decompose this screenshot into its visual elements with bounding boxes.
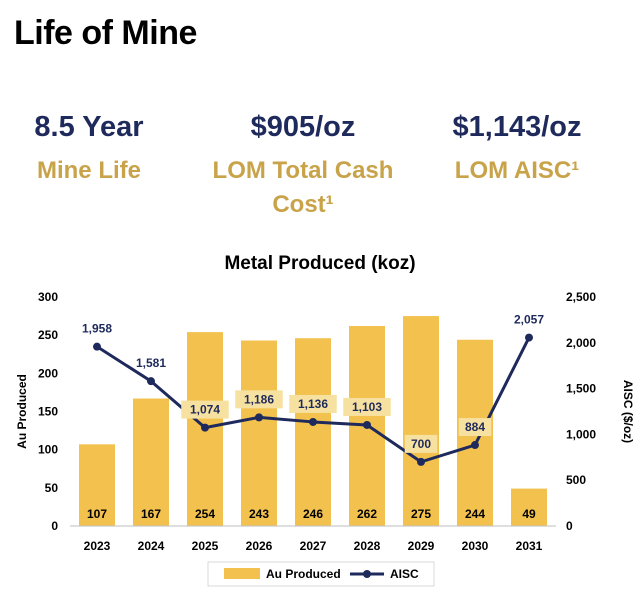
x-tick-label: 2026 xyxy=(246,539,273,553)
bar-value-label: 107 xyxy=(87,507,107,521)
y-right-tick-label: 1,500 xyxy=(566,382,596,396)
x-tick-label: 2025 xyxy=(192,539,219,553)
line-marker-aisc xyxy=(363,420,371,429)
x-tick-label: 2028 xyxy=(354,539,381,553)
kpi-value: 8.5 Year xyxy=(34,111,144,143)
x-tick-label: 2031 xyxy=(516,539,543,553)
line-label-bg xyxy=(289,394,337,413)
legend-marker-aisc xyxy=(363,570,371,578)
kpi-value: $1,143/oz xyxy=(452,111,582,143)
y-right-tick-label: 500 xyxy=(566,473,586,487)
bar-value-label: 275 xyxy=(411,507,431,521)
kpi-label: LOM Total Cash Cost¹ xyxy=(198,154,408,222)
line-value-label: 884 xyxy=(465,420,485,434)
y-left-tick-label: 100 xyxy=(38,443,58,457)
line-value-label: 1,103 xyxy=(352,400,382,414)
line-marker-aisc xyxy=(201,423,209,432)
bar-value-label: 243 xyxy=(249,507,269,521)
bar-value-label: 49 xyxy=(522,507,536,521)
bar-au-produced xyxy=(133,398,169,526)
kpi-label-line1: LOM Total Cash xyxy=(212,157,394,184)
line-label-bg xyxy=(404,434,438,453)
y-left-tick-label: 50 xyxy=(45,481,59,495)
x-tick-label: 2027 xyxy=(300,539,327,553)
y-left-tick-label: 0 xyxy=(51,519,58,533)
kpi-total-cash-cost: $905/oz LOM Total Cash Cost¹ xyxy=(198,108,408,222)
y-right-tick-label: 2,000 xyxy=(566,336,596,350)
bar-au-produced xyxy=(511,488,547,526)
page-title: Life of Mine xyxy=(14,14,197,52)
kpi-aisc: $1,143/oz LOM AISC¹ xyxy=(412,108,622,188)
line-value-label: 2,057 xyxy=(514,313,544,327)
line-value-label: 1,136 xyxy=(298,397,328,411)
line-marker-aisc xyxy=(417,457,425,466)
line-value-label: 1,186 xyxy=(244,392,274,406)
legend-label-au-produced: Au Produced xyxy=(266,567,341,581)
line-marker-aisc xyxy=(525,333,533,342)
y-left-tick-label: 200 xyxy=(38,366,58,380)
y-left-tick-label: 300 xyxy=(38,290,58,304)
legend-swatch-au-produced xyxy=(224,568,260,579)
x-tick-label: 2030 xyxy=(462,539,489,553)
x-tick-label: 2024 xyxy=(138,539,165,553)
line-label-bg xyxy=(458,418,492,437)
kpi-label: LOM AISC¹ xyxy=(454,157,580,184)
line-marker-aisc xyxy=(309,417,317,426)
y-left-tick-label: 250 xyxy=(38,328,58,342)
bar-au-produced xyxy=(79,444,115,526)
bar-au-produced xyxy=(295,338,331,526)
line-marker-aisc xyxy=(255,413,263,422)
line-marker-aisc xyxy=(147,377,155,386)
kpi-label: Mine Life xyxy=(36,157,141,184)
line-value-label: 1,958 xyxy=(82,322,112,336)
y-right-tick-label: 1,000 xyxy=(566,427,596,441)
bar-value-label: 167 xyxy=(141,507,161,521)
line-marker-aisc xyxy=(471,441,479,450)
chart-title: Metal Produced (koz) xyxy=(224,253,416,274)
x-tick-label: 2023 xyxy=(84,539,111,553)
bar-au-produced xyxy=(241,340,277,526)
y-right-tick-label: 0 xyxy=(566,519,573,533)
bar-value-label: 244 xyxy=(465,507,485,521)
line-marker-aisc xyxy=(93,342,101,351)
bar-value-label: 254 xyxy=(195,507,215,521)
y-left-axis-title: Au Produced xyxy=(15,374,29,449)
legend-label-aisc: AISC xyxy=(390,567,419,581)
line-value-label: 1,074 xyxy=(190,403,220,417)
line-value-label: 700 xyxy=(411,437,431,451)
line-value-label: 1,581 xyxy=(136,356,166,370)
bar-value-label: 262 xyxy=(357,507,377,521)
y-right-axis-title: AISC ($/oz) xyxy=(621,380,635,443)
kpi-value: $905/oz xyxy=(250,111,356,143)
x-tick-label: 2029 xyxy=(408,539,435,553)
line-label-bg xyxy=(343,397,391,416)
y-right-tick-label: 2,500 xyxy=(566,290,596,304)
kpi-mine-life: 8.5 Year Mine Life xyxy=(0,108,194,188)
line-label-bg xyxy=(181,400,229,419)
y-left-tick-label: 150 xyxy=(38,405,58,419)
bar-value-label: 246 xyxy=(303,507,323,521)
kpi-label-line2: Cost¹ xyxy=(272,191,334,218)
bar-au-produced xyxy=(403,316,439,526)
line-label-bg xyxy=(235,390,283,409)
